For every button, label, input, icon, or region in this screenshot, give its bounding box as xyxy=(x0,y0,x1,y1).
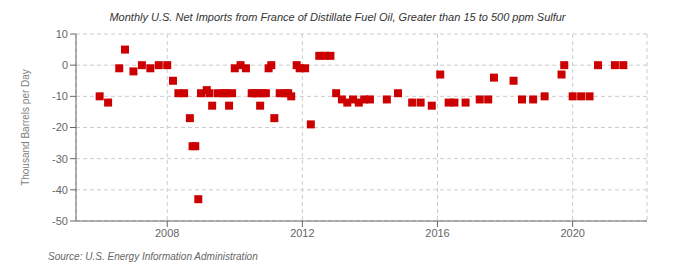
svg-text:2016: 2016 xyxy=(425,227,449,239)
html-text:Monthly U.S. Net Imports from: Monthly U.S. Net Imports from France of … xyxy=(109,11,566,23)
svg-text:2020: 2020 xyxy=(560,227,584,239)
svg-text:2012: 2012 xyxy=(290,227,314,239)
html-text:Source: U.S. Energy Informatio: Source: U.S. Energy Information Administ… xyxy=(48,251,258,262)
svg-text:-40: -40 xyxy=(52,184,68,196)
svg-text:-20: -20 xyxy=(52,121,68,133)
svg-text:10: 10 xyxy=(56,28,68,40)
svg-text:Thousand Barrels per Day: Thousand Barrels per Day xyxy=(20,69,31,186)
svg-text:-10: -10 xyxy=(52,90,68,102)
svg-text:0: 0 xyxy=(62,59,68,71)
svg-text:2008: 2008 xyxy=(155,227,179,239)
svg-text:-50: -50 xyxy=(52,215,68,227)
svg-text:-30: -30 xyxy=(52,153,68,165)
